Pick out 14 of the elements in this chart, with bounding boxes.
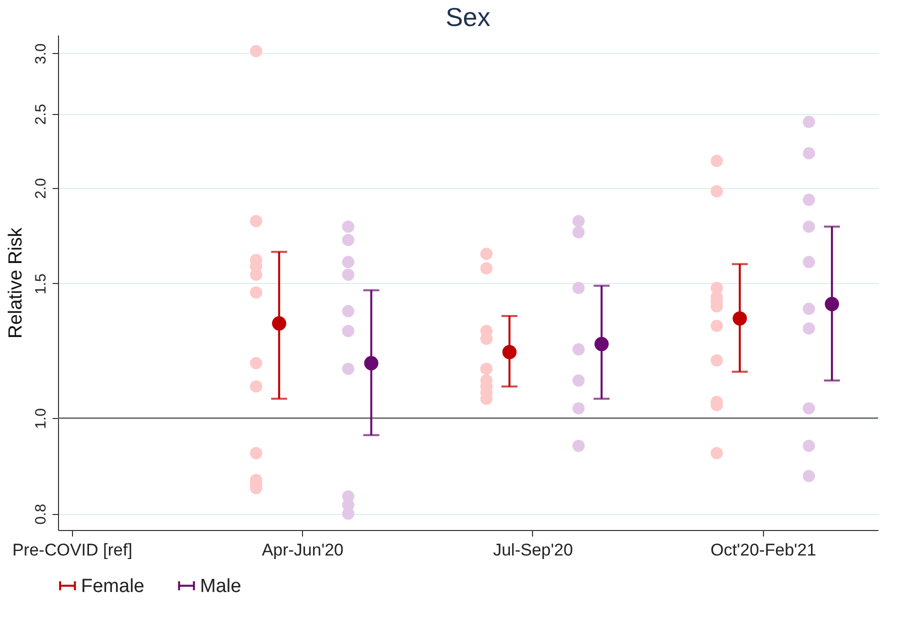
x-tick-label: Jul-Sep'20: [493, 540, 573, 560]
legend-label: Male: [200, 576, 242, 597]
x-tick-label: Pre-COVID [ref]: [12, 540, 132, 560]
y-tick-label: 3.0: [32, 43, 50, 64]
y-tick-label: 2.5: [32, 104, 50, 125]
chart-title: Sex: [446, 2, 490, 32]
y-tick-label: 1.0: [32, 408, 50, 430]
y-axis-title: Relative Risk: [6, 227, 26, 338]
y-tick-label: 2.0: [32, 178, 50, 199]
y-tick-label: 0.8: [32, 504, 50, 525]
y-tick-label: 1.5: [32, 274, 50, 294]
x-tick-label: Oct'20-Feb'21: [710, 540, 816, 560]
x-tick-label: Apr-Jun'20: [262, 540, 344, 560]
legend-label: Female: [81, 576, 144, 597]
